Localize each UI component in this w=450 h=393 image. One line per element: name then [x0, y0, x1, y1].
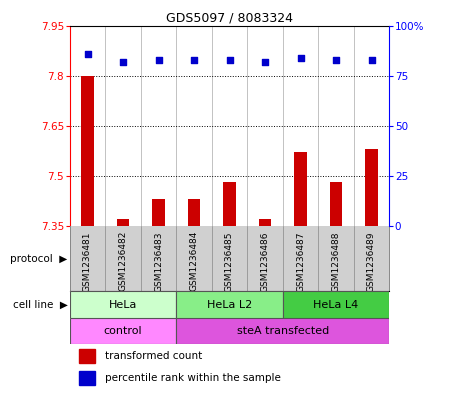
Text: GSM1236486: GSM1236486	[261, 231, 270, 292]
Bar	[188, 199, 200, 226]
Bar	[365, 149, 378, 226]
Bar	[294, 152, 307, 226]
Text: GSM1236489: GSM1236489	[367, 231, 376, 292]
Text: GSM1236487: GSM1236487	[296, 231, 305, 292]
Bar	[330, 182, 342, 226]
Bar	[79, 349, 95, 363]
Text: HeLa L4: HeLa L4	[313, 299, 359, 310]
Point	[84, 50, 91, 57]
Bar	[176, 292, 283, 318]
Title: GDS5097 / 8083324: GDS5097 / 8083324	[166, 11, 293, 24]
Text: GSM1236484: GSM1236484	[189, 231, 198, 291]
Bar	[259, 219, 271, 226]
Point	[226, 57, 233, 63]
Point	[190, 57, 198, 63]
Text: GSM1236482: GSM1236482	[118, 231, 127, 291]
Text: GSM1236483: GSM1236483	[154, 231, 163, 292]
Text: cell line  ▶: cell line ▶	[13, 299, 68, 310]
Point	[155, 57, 162, 63]
Text: steA transfected: steA transfected	[237, 326, 329, 336]
Bar	[70, 318, 176, 344]
Point	[261, 59, 269, 65]
Text: HeLa L2: HeLa L2	[207, 299, 252, 310]
Bar	[70, 292, 176, 318]
Text: GSM1236481: GSM1236481	[83, 231, 92, 292]
Point	[297, 55, 304, 61]
Text: HeLa: HeLa	[109, 299, 137, 310]
Text: transformed count: transformed count	[105, 351, 202, 361]
Bar	[283, 292, 389, 318]
Bar	[176, 318, 389, 344]
Bar	[152, 199, 165, 226]
Text: protocol  ▶: protocol ▶	[10, 253, 68, 264]
Bar	[223, 182, 236, 226]
Text: GSM1236485: GSM1236485	[225, 231, 234, 292]
Text: GSM1236488: GSM1236488	[332, 231, 341, 292]
Point	[368, 57, 375, 63]
Point	[333, 57, 340, 63]
Bar	[81, 75, 94, 226]
Text: percentile rank within the sample: percentile rank within the sample	[105, 373, 281, 383]
Point	[119, 59, 126, 65]
Text: control: control	[104, 326, 142, 336]
Bar	[117, 219, 129, 226]
Bar	[79, 371, 95, 386]
